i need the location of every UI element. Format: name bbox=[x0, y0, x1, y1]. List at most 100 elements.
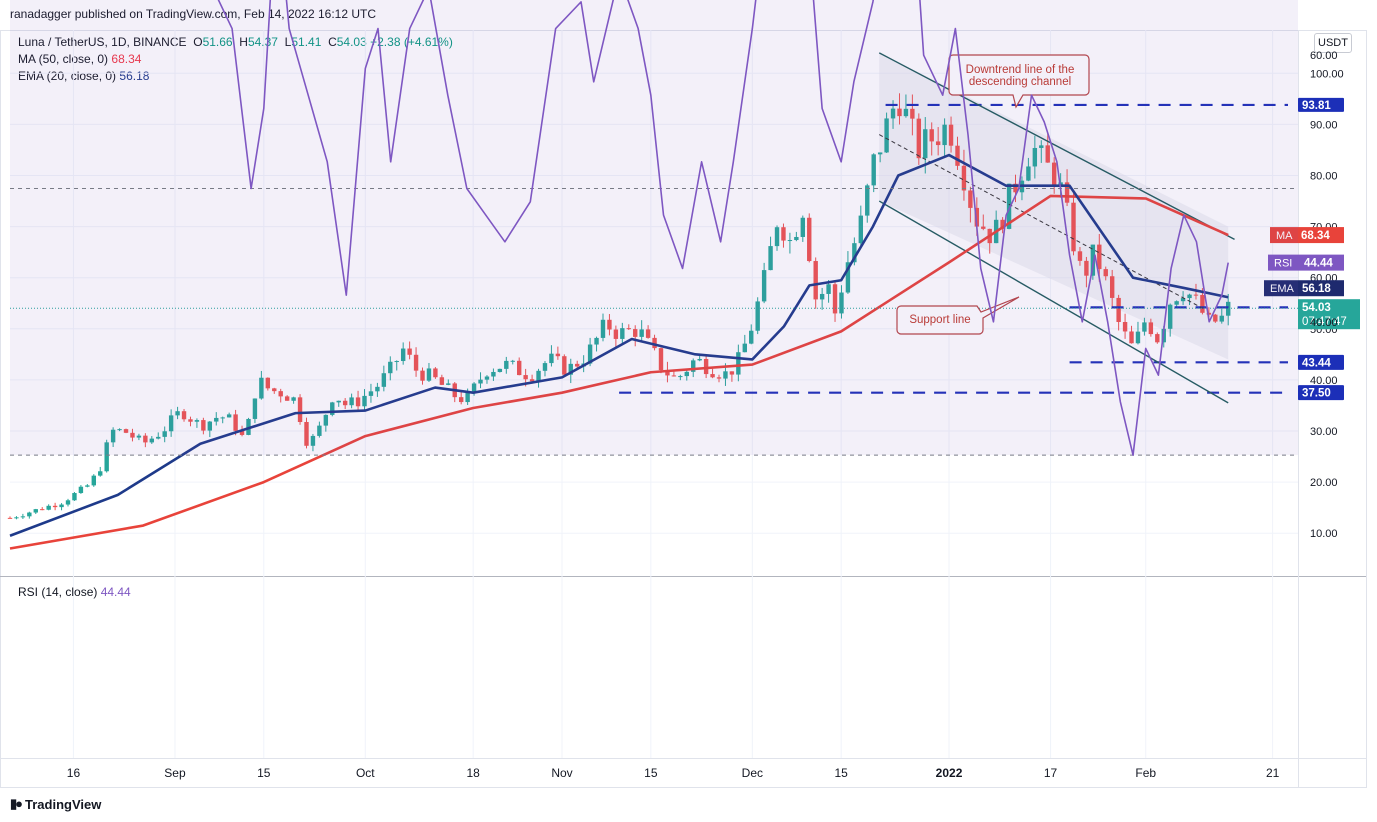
candle-body bbox=[226, 414, 232, 418]
x-tick-label: 21 bbox=[1266, 766, 1280, 780]
price-label-box bbox=[1298, 354, 1344, 370]
rsi-y-tick-label: 40.00 bbox=[1310, 317, 1338, 329]
candle-body bbox=[175, 411, 180, 416]
tradingview-brand: TradingView bbox=[25, 796, 102, 812]
candle-body bbox=[188, 419, 193, 422]
candle-body bbox=[736, 352, 741, 375]
candle-body bbox=[233, 414, 238, 431]
ma-tag-box bbox=[1270, 227, 1344, 244]
candle-body bbox=[1226, 301, 1231, 316]
candle-body bbox=[14, 517, 19, 519]
candle-body bbox=[349, 397, 354, 406]
candle-body bbox=[536, 370, 541, 382]
candle-body bbox=[446, 383, 451, 385]
symbol-legend: Luna / TetherUS, 1D, BINANCE O51.66 H54.… bbox=[18, 35, 453, 49]
candle-body bbox=[613, 329, 619, 339]
channel-lower-line bbox=[878, 200, 1229, 404]
candle-body bbox=[1122, 322, 1128, 332]
candle-body bbox=[123, 429, 129, 433]
price-label: 37.50 bbox=[1298, 385, 1344, 401]
downtrend-callout-text: descending channel bbox=[969, 76, 1071, 88]
x-tick-label: Oct bbox=[356, 766, 375, 780]
price-label: 54.20 bbox=[1298, 311, 1344, 328]
candle-body bbox=[278, 391, 283, 397]
candle-body bbox=[858, 215, 864, 244]
candle-body bbox=[787, 240, 793, 242]
candle-body bbox=[697, 358, 702, 361]
candle-body bbox=[85, 485, 90, 487]
candle-body bbox=[774, 227, 780, 247]
candle-body bbox=[259, 377, 264, 399]
candle-body bbox=[1187, 294, 1192, 299]
candle-body bbox=[993, 219, 999, 244]
candle-body bbox=[433, 368, 438, 378]
candle-body bbox=[562, 356, 567, 375]
candle-body bbox=[46, 505, 51, 510]
x-tick-label: 15 bbox=[644, 766, 658, 780]
candle-body bbox=[149, 438, 155, 443]
candle-body bbox=[1174, 301, 1179, 305]
candle-body bbox=[587, 344, 593, 364]
tradingview-logo-icon: ▮● bbox=[10, 796, 23, 811]
candle-body bbox=[929, 129, 934, 142]
candle-body bbox=[897, 108, 902, 117]
downtrend-callout-text: Downtrend line of the bbox=[966, 64, 1075, 76]
support-callout-text: Support line bbox=[909, 314, 970, 326]
candle-body bbox=[207, 421, 213, 431]
candle-body bbox=[1161, 328, 1166, 343]
candle-body bbox=[252, 398, 258, 419]
candle-body bbox=[136, 435, 142, 438]
price-label-text: 93.81 bbox=[1302, 100, 1331, 112]
candle-body bbox=[832, 284, 838, 314]
candle-body bbox=[284, 396, 290, 401]
candle-body bbox=[529, 379, 535, 382]
candle-body bbox=[684, 371, 689, 377]
ma-tag-name: MA bbox=[1276, 230, 1293, 242]
candles bbox=[7, 93, 1231, 520]
candle-body bbox=[246, 418, 251, 435]
candle-body bbox=[890, 108, 896, 119]
y-tick-label: 60.00 bbox=[1310, 273, 1338, 285]
ohlc-close: C54.03 bbox=[328, 35, 367, 49]
channel-mid-line bbox=[879, 134, 1204, 309]
ema-line bbox=[9, 153, 1229, 537]
x-tick-label: Feb bbox=[1135, 766, 1156, 780]
rsi-band bbox=[10, 0, 1298, 456]
candle-body bbox=[336, 400, 341, 403]
candle-body bbox=[214, 417, 219, 422]
candle-body bbox=[620, 328, 625, 339]
price-label-box bbox=[1298, 311, 1344, 328]
candle-body bbox=[452, 383, 457, 398]
candle-body bbox=[942, 124, 947, 146]
ema-tag-name: EMA bbox=[1270, 283, 1295, 295]
last-price-tag: 54.03 07:47:47 bbox=[1298, 299, 1360, 330]
candle-body bbox=[910, 108, 915, 119]
candle-body bbox=[420, 370, 425, 381]
ohlc-change: +2.38 (+4.61%) bbox=[370, 35, 453, 49]
candle-body bbox=[168, 415, 174, 432]
candle-body bbox=[439, 377, 445, 385]
rsi-line bbox=[217, 0, 1229, 456]
candle-body bbox=[581, 363, 586, 367]
tradingview-footer[interactable]: ▮● TradingView bbox=[10, 796, 101, 812]
ema-price-tag: EMA 56.18 bbox=[1264, 280, 1344, 297]
candle-body bbox=[1219, 315, 1224, 322]
candle-body bbox=[1116, 297, 1121, 323]
x-tick-label: Sep bbox=[164, 766, 186, 780]
x-tick-label: Nov bbox=[551, 766, 572, 780]
candle-body bbox=[272, 388, 277, 392]
chart-frame bbox=[0, 30, 1367, 788]
currency-button[interactable]: USDT bbox=[1314, 33, 1352, 53]
price-label-text: 37.50 bbox=[1302, 388, 1331, 400]
candle-body bbox=[291, 397, 296, 401]
candle-body bbox=[7, 517, 13, 519]
candle-body bbox=[1135, 331, 1141, 344]
candle-body bbox=[510, 360, 515, 362]
ohlc-low: L51.41 bbox=[284, 35, 322, 49]
candle-body bbox=[52, 505, 58, 508]
candle-body bbox=[1148, 322, 1154, 335]
candle-body bbox=[626, 328, 631, 330]
candle-body bbox=[181, 411, 187, 420]
